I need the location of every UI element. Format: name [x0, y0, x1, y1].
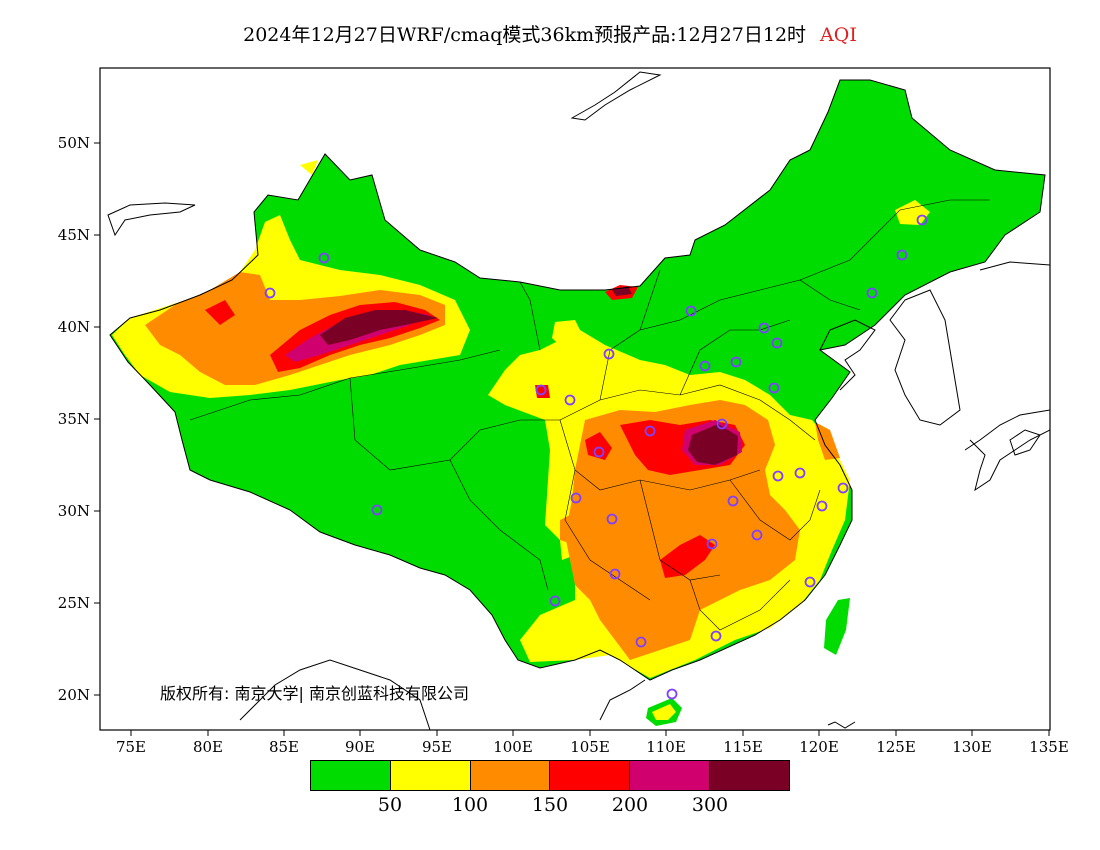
x-tick-label: 120E [799, 738, 839, 756]
y-tick-label: 50N [57, 134, 90, 152]
map-frame [99, 67, 1051, 731]
y-tick-label: 25N [57, 594, 90, 612]
legend-label: 150 [531, 794, 569, 816]
map-body [107, 71, 1050, 730]
color-legend [310, 760, 790, 791]
title-variable: AQI [820, 24, 857, 46]
legend-swatch [311, 761, 391, 790]
legend-label: 50 [377, 794, 403, 816]
region-red-hunan [660, 535, 715, 578]
legend-label: 300 [691, 794, 729, 816]
x-tick-label: 75E [115, 738, 147, 756]
region-red-west2 [205, 300, 235, 325]
legend-swatch [710, 761, 789, 790]
province-lines [189, 199, 990, 631]
region-taiwan [824, 598, 850, 655]
title-main: 2024年12月27日WRF/cmaq模式36km预报产品:12月27日12时 [243, 24, 807, 46]
region-yellow-hebei [552, 320, 585, 350]
neighbour-coastlines [107, 71, 1050, 730]
x-tick-label: 85E [268, 738, 300, 756]
region-orange-jiangsu [815, 422, 840, 460]
y-tick-label: 35N [57, 410, 90, 428]
legend-label: 200 [611, 794, 649, 816]
y-tick-label: 40N [57, 318, 90, 336]
region-maroon-central [688, 424, 738, 465]
x-tick-label: 105E [570, 738, 610, 756]
x-tick-label: 125E [876, 738, 916, 756]
y-tick-label: 20N [57, 686, 90, 704]
legend-label: 100 [451, 794, 489, 816]
region-orange-sw [560, 510, 590, 545]
x-tick-label: 115E [723, 738, 763, 756]
copyright-note: 版权所有: 南京大学| 南京创蓝科技有限公司 [160, 684, 469, 703]
x-tick-label: 90E [344, 738, 376, 756]
legend-swatch [470, 761, 551, 790]
china-border [109, 79, 1046, 681]
region-orange-west [145, 272, 445, 385]
x-tick-label: 110E [646, 738, 686, 756]
x-tick-label: 135E [1029, 738, 1069, 756]
axis-ticks [94, 142, 1050, 736]
y-tick-label: 45N [57, 226, 90, 244]
region-yellow-ne [895, 200, 930, 225]
region-orange-central [565, 400, 800, 660]
region-red-central2 [585, 432, 612, 460]
region-maroon-nm [612, 286, 632, 296]
x-tick-label: 95E [421, 738, 453, 756]
legend-swatch [630, 761, 711, 790]
page-title: 2024年12月27日WRF/cmaq模式36km预报产品:12月27日12时 A… [0, 20, 1100, 47]
legend-swatch [550, 761, 631, 790]
region-yellow-tarim-n [300, 160, 318, 175]
x-tick-label: 80E [192, 738, 224, 756]
y-tick-label: 30N [57, 502, 90, 520]
x-tick-label: 130E [952, 738, 992, 756]
legend-swatch [390, 761, 471, 790]
region-maroon-west [320, 310, 438, 345]
region-hainan-yellow [652, 704, 676, 720]
station-markers [264, 214, 928, 700]
x-tick-label: 100E [493, 738, 533, 756]
